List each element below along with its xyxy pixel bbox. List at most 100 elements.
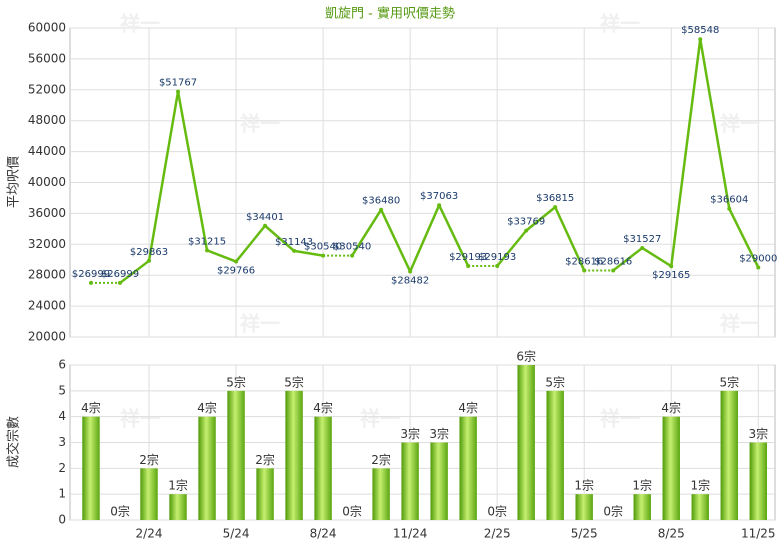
point [321,253,326,258]
bar [691,494,709,520]
y-tick-label: 20000 [28,330,66,344]
bar [82,416,100,520]
bar [285,390,303,520]
data-label: $31527 [623,234,661,245]
data-label: 3宗 [429,426,449,441]
point [495,263,500,268]
watermark: 祥一 [360,407,400,431]
data-label: 0宗 [603,504,623,519]
x-tick-label: 11/25 [741,527,776,541]
y-tick-label: 40000 [28,175,66,189]
watermark: 祥一 [720,112,760,136]
bar [720,390,738,520]
chart-title: 凱旋門 - 實用呎價走勢 [325,6,455,22]
point [379,207,384,212]
bar [430,442,448,520]
watermark: 祥一 [600,12,640,36]
x-tick-label: 5/24 [223,527,250,541]
data-label: 4宗 [81,400,101,415]
line-segment [147,91,180,262]
line-segment [379,209,412,273]
line-segment [235,224,267,263]
data-label: 5宗 [284,374,304,389]
data-label: 1宗 [632,478,652,493]
y-tick-label: 52000 [28,82,66,96]
y-tick-label: 2 [58,461,66,475]
watermark: 祥一 [240,112,280,136]
bar [140,468,158,520]
data-label: 0宗 [110,504,130,519]
data-label: $29193 [478,252,516,263]
data-label: $29863 [130,247,168,258]
x-tick-label: 2/24 [136,527,163,541]
y-axis-title: 成交宗數 [6,416,22,468]
line-segment [176,91,209,251]
data-label: $31143 [275,237,313,248]
x-tick-label: 5/25 [571,527,598,541]
bar [633,494,651,520]
data-label: 6宗 [516,349,536,364]
point [582,268,587,273]
data-label: 1宗 [168,478,188,493]
line-segment [293,249,324,257]
point [89,280,93,285]
point [350,253,355,258]
point [466,263,471,268]
point [524,228,529,233]
bar [749,442,767,520]
line-segment [438,204,470,267]
data-label: 2宗 [371,452,391,467]
bar [256,468,274,520]
watermark: 祥一 [120,407,160,431]
x-tick-label: 2/25 [484,527,511,541]
y-tick-label: 3 [58,435,66,449]
data-label: 4宗 [313,400,333,415]
line-segment [408,204,441,272]
y-tick-label: 28000 [28,268,66,282]
line-segment [641,246,672,268]
point [176,89,181,94]
point [698,37,703,42]
data-label: $30540 [304,242,342,253]
x-tick-label: 8/25 [658,527,685,541]
data-label: 2宗 [139,452,159,467]
point [640,245,645,250]
bar [401,442,419,520]
data-label: $28482 [391,275,429,286]
line-segment [728,208,760,269]
data-label: $51767 [159,78,197,89]
data-label: 5宗 [719,374,739,389]
data-label: $30540 [333,242,371,253]
bar [198,416,216,520]
data-label: $34401 [246,212,284,223]
point [147,258,152,263]
y-tick-label: 4 [58,409,66,423]
line-segment [612,246,644,272]
y-tick-label: 1 [58,487,66,501]
y-tick-label: 32000 [28,237,66,251]
bar [459,416,477,520]
watermark: 祥一 [240,312,280,336]
data-label: 4宗 [197,400,217,415]
data-label: 2宗 [255,452,275,467]
data-label: $29165 [652,270,690,281]
point [611,268,616,273]
point [437,203,442,208]
line-segment [264,224,295,252]
line-segment [670,39,702,267]
data-label: $26999 [72,269,110,280]
data-label: $28616 [594,256,632,267]
y-axis-title: 平均呎價 [7,156,22,208]
x-tick-label: 8/24 [310,527,337,541]
data-label: 4宗 [458,400,478,415]
line-segment [525,206,556,232]
data-label: $26999 [101,269,139,280]
x-tick-label: 11/24 [393,527,428,541]
data-label: 1宗 [574,478,594,493]
point [234,259,239,264]
y-tick-label: 0 [58,513,66,527]
data-label: $33769 [507,217,545,228]
data-label: 0宗 [342,504,362,519]
